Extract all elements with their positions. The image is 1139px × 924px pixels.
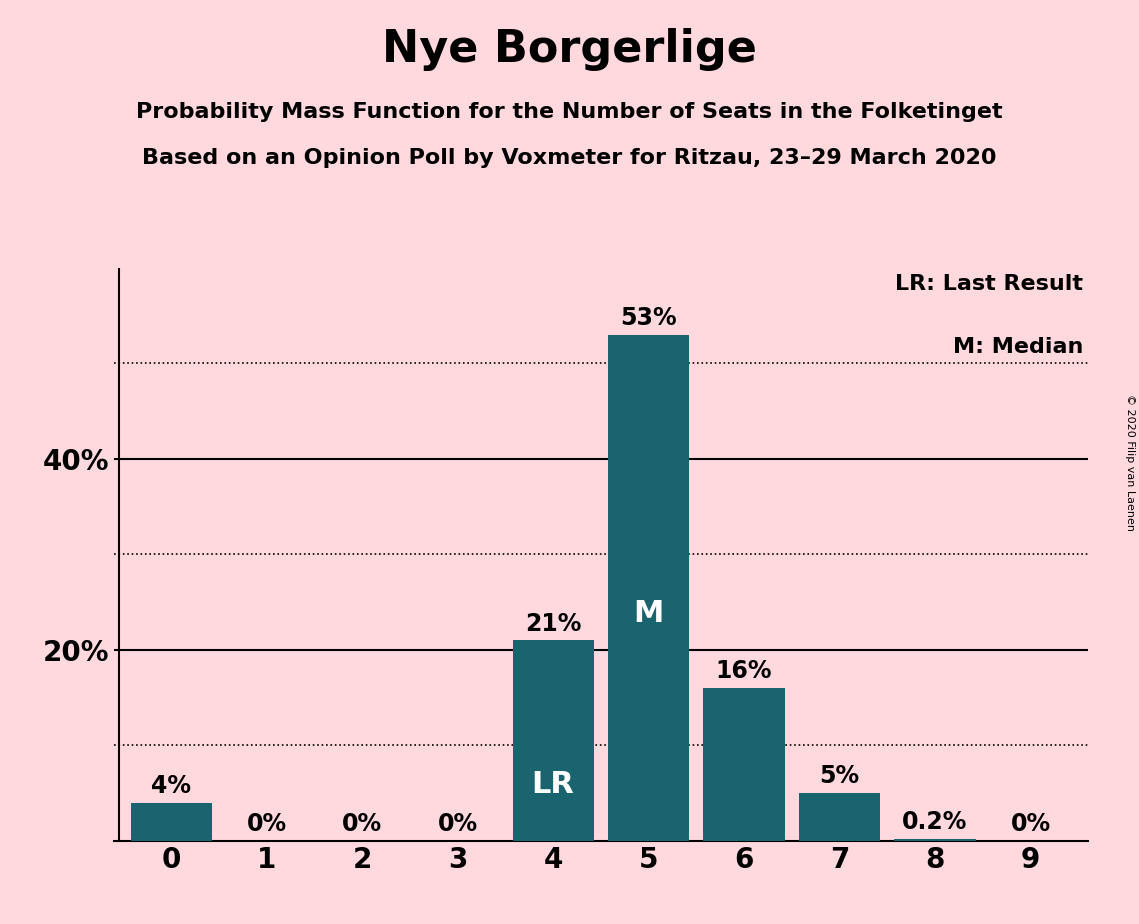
Text: LR: Last Result: LR: Last Result bbox=[895, 274, 1083, 294]
Text: 53%: 53% bbox=[621, 306, 677, 330]
Text: 5%: 5% bbox=[819, 764, 860, 788]
Bar bbox=[608, 334, 689, 841]
Text: 0%: 0% bbox=[437, 812, 477, 836]
Bar bbox=[513, 640, 593, 841]
Bar bbox=[131, 803, 212, 841]
Text: Probability Mass Function for the Number of Seats in the Folketinget: Probability Mass Function for the Number… bbox=[137, 102, 1002, 122]
Text: Nye Borgerlige: Nye Borgerlige bbox=[382, 28, 757, 71]
Text: 0%: 0% bbox=[247, 812, 287, 836]
Text: 0%: 0% bbox=[342, 812, 383, 836]
Text: 0.2%: 0.2% bbox=[902, 810, 968, 834]
Bar bbox=[704, 688, 785, 841]
Text: 4%: 4% bbox=[151, 774, 191, 797]
Text: LR: LR bbox=[532, 771, 574, 799]
Text: 21%: 21% bbox=[525, 612, 581, 636]
Text: M: M bbox=[633, 599, 664, 627]
Text: Based on an Opinion Poll by Voxmeter for Ritzau, 23–29 March 2020: Based on an Opinion Poll by Voxmeter for… bbox=[142, 148, 997, 168]
Bar bbox=[894, 839, 976, 841]
Text: M: Median: M: Median bbox=[952, 336, 1083, 357]
Bar bbox=[798, 793, 880, 841]
Text: 0%: 0% bbox=[1010, 812, 1050, 836]
Text: © 2020 Filip van Laenen: © 2020 Filip van Laenen bbox=[1125, 394, 1134, 530]
Text: 16%: 16% bbox=[715, 660, 772, 684]
